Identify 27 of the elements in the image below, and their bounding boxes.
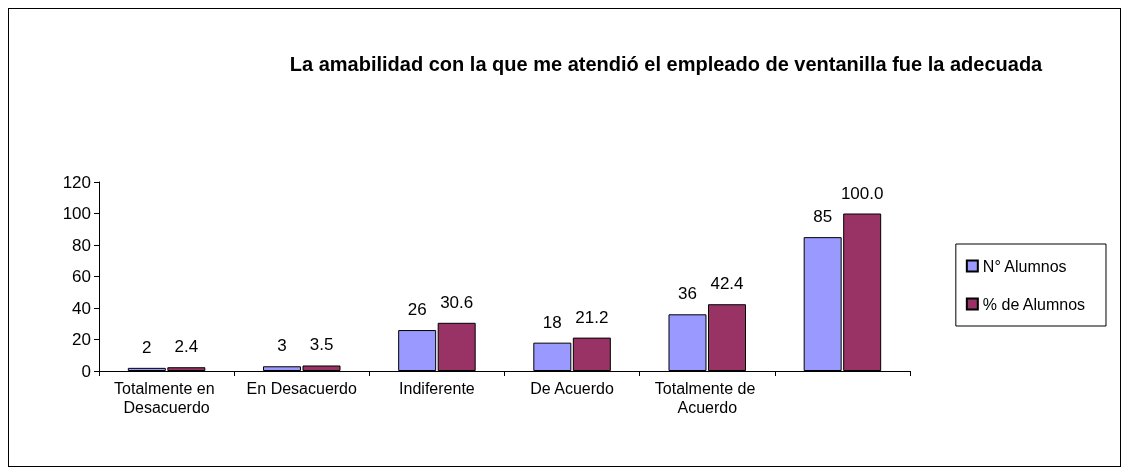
x-tick-label: Indiferente [399, 380, 475, 397]
chart-title: La amabilidad con la que me atendió el empleado de ventanilla fue la adecuada [289, 53, 1044, 75]
y-tick-label: 120 [62, 172, 91, 192]
y-tick-label: 60 [72, 267, 91, 286]
data-label: 18 [542, 312, 562, 332]
data-label: 42.4 [710, 274, 744, 294]
data-label: 36 [678, 284, 697, 304]
data-label: 26 [407, 300, 427, 320]
data-label: 85 [813, 207, 833, 227]
data-label: 21.2 [575, 307, 609, 327]
data-label: 3 [277, 336, 287, 356]
legend-label: N° Alumnos [982, 257, 1067, 275]
y-tick-label: 100 [62, 204, 91, 223]
x-tick-label: De Acuerdo [530, 380, 614, 397]
y-tick-label: 40 [72, 298, 91, 318]
data-label: 3.5 [309, 335, 334, 355]
x-tick-label: Totalmente de Acuerdo [654, 380, 760, 416]
y-tick-label: 20 [72, 330, 91, 349]
data-label: 30.6 [440, 292, 474, 312]
y-tick-label: 0 [81, 361, 91, 381]
y-tick-label: 80 [72, 235, 91, 255]
data-label: 2 [142, 337, 152, 357]
legend-label: % de Alumnos [982, 295, 1086, 313]
data-label: 100.0 [840, 183, 884, 203]
data-label: 2.4 [174, 337, 199, 357]
x-tick-label: En Desacuerdo [246, 380, 357, 397]
x-tick-label: Totalmente en Desacuerdo [114, 380, 220, 416]
